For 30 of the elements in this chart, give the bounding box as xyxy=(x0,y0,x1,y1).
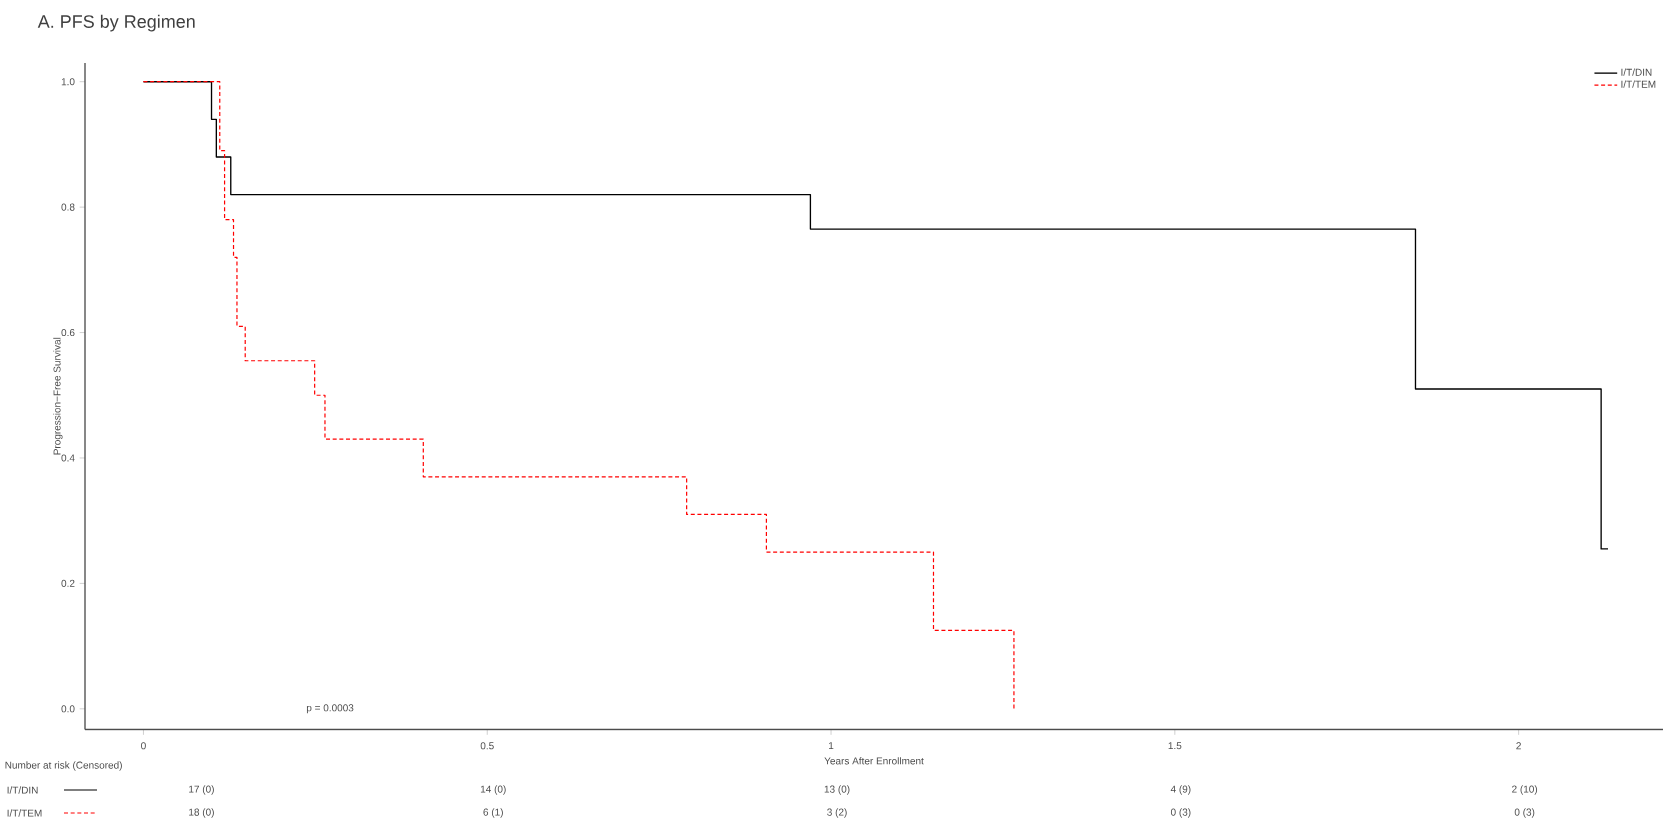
text: 2 (10) xyxy=(1512,785,1538,795)
text: 0 (3) xyxy=(1170,808,1191,818)
legend-label: I/T/TEM xyxy=(1621,80,1656,88)
x-tick-label: 2 xyxy=(1516,742,1521,750)
y-tick-label: 0.4 xyxy=(61,454,75,462)
text: 13 (0) xyxy=(824,785,850,795)
legend-label: I/T/DIN xyxy=(1621,68,1652,76)
text: 4 (9) xyxy=(1170,785,1191,795)
x-axis-title: Years After Enrollment xyxy=(824,757,924,765)
text: Number at risk (Censored) xyxy=(5,761,122,771)
y-tick-label: 0.8 xyxy=(61,203,75,211)
y-tick-label: 0.6 xyxy=(61,329,75,337)
y-tick-label: 1.0 xyxy=(61,78,75,86)
x-tick-label: 0 xyxy=(141,742,146,750)
text: I/T/DIN xyxy=(7,786,38,794)
text: 14 (0) xyxy=(480,785,506,795)
text: 3 (2) xyxy=(827,808,847,818)
text: 18 (0) xyxy=(189,808,214,818)
y-tick-label: 0.0 xyxy=(61,705,75,713)
text: 17 (0) xyxy=(189,785,214,795)
text: I/T/TEM xyxy=(7,809,42,817)
y-axis-title: Progression−Free Survival xyxy=(53,337,63,455)
annotation: p = 0.0003 xyxy=(306,704,354,714)
x-tick-label: 1.5 xyxy=(1168,742,1182,750)
y-tick-label: 0.2 xyxy=(61,579,75,587)
text: 6 (1) xyxy=(483,808,503,818)
x-tick-label: 0.5 xyxy=(480,742,494,750)
text: 0 (3) xyxy=(1514,808,1535,818)
x-tick-label: 1 xyxy=(829,742,834,750)
chart-title: A. PFS by Regimen xyxy=(37,14,195,32)
